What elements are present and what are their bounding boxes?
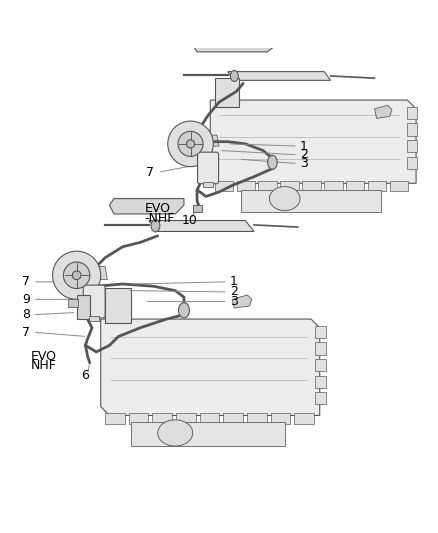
Bar xyxy=(176,413,196,424)
Text: 8: 8 xyxy=(22,308,30,321)
Ellipse shape xyxy=(158,420,193,446)
Text: 7: 7 xyxy=(146,166,154,179)
Ellipse shape xyxy=(230,70,238,82)
Bar xyxy=(241,190,381,212)
Bar xyxy=(315,342,326,354)
Bar xyxy=(89,316,99,321)
Bar xyxy=(215,181,233,191)
Bar xyxy=(77,295,90,319)
Ellipse shape xyxy=(151,220,160,232)
Bar xyxy=(203,182,213,187)
Bar xyxy=(223,413,243,424)
Bar xyxy=(105,288,131,324)
Text: 3: 3 xyxy=(230,295,238,308)
Text: 2: 2 xyxy=(230,285,238,298)
Bar xyxy=(368,181,386,191)
Circle shape xyxy=(53,251,101,300)
Bar xyxy=(346,181,364,191)
Bar xyxy=(315,392,326,405)
Circle shape xyxy=(64,262,90,288)
Bar xyxy=(315,376,326,388)
Polygon shape xyxy=(228,71,331,80)
Text: NHF: NHF xyxy=(31,359,57,372)
Text: 1: 1 xyxy=(230,276,238,288)
Polygon shape xyxy=(186,135,219,146)
Polygon shape xyxy=(149,221,254,231)
Text: 9: 9 xyxy=(22,293,30,306)
Text: 10: 10 xyxy=(181,214,197,227)
Text: -NHF: -NHF xyxy=(145,212,175,225)
Polygon shape xyxy=(193,39,276,52)
Bar xyxy=(407,157,417,169)
Bar xyxy=(129,413,148,424)
Bar xyxy=(237,181,255,191)
FancyBboxPatch shape xyxy=(198,152,219,184)
FancyBboxPatch shape xyxy=(83,285,105,318)
Polygon shape xyxy=(232,295,252,308)
Polygon shape xyxy=(210,100,416,183)
Circle shape xyxy=(72,271,81,280)
Text: EVO: EVO xyxy=(31,350,57,363)
Bar xyxy=(324,181,343,191)
Bar xyxy=(302,181,321,191)
Bar xyxy=(390,181,408,191)
Text: 1: 1 xyxy=(300,140,308,152)
Bar xyxy=(247,413,267,424)
Bar xyxy=(105,413,125,424)
Bar xyxy=(68,300,78,307)
Polygon shape xyxy=(101,319,320,415)
Bar xyxy=(315,326,326,338)
Ellipse shape xyxy=(178,303,189,318)
Text: 3: 3 xyxy=(300,157,308,170)
Bar xyxy=(215,78,239,107)
Bar xyxy=(200,413,219,424)
Text: 7: 7 xyxy=(22,326,30,338)
Bar xyxy=(131,422,285,446)
Bar xyxy=(407,123,417,135)
Polygon shape xyxy=(110,199,184,214)
Bar xyxy=(193,205,202,212)
Ellipse shape xyxy=(268,155,277,169)
Ellipse shape xyxy=(269,187,300,211)
Bar xyxy=(152,413,172,424)
Circle shape xyxy=(178,131,203,156)
Bar xyxy=(407,107,417,119)
Polygon shape xyxy=(72,266,107,280)
Bar xyxy=(315,359,326,371)
Polygon shape xyxy=(374,106,392,118)
Text: 7: 7 xyxy=(22,276,30,288)
Text: EVO: EVO xyxy=(145,202,170,215)
Bar xyxy=(258,181,277,191)
Bar xyxy=(271,413,290,424)
Bar xyxy=(407,140,417,152)
Text: 6: 6 xyxy=(81,369,89,382)
Bar xyxy=(280,181,299,191)
Circle shape xyxy=(168,121,213,167)
Circle shape xyxy=(187,140,194,148)
Bar xyxy=(294,413,314,424)
Text: 2: 2 xyxy=(300,148,308,161)
